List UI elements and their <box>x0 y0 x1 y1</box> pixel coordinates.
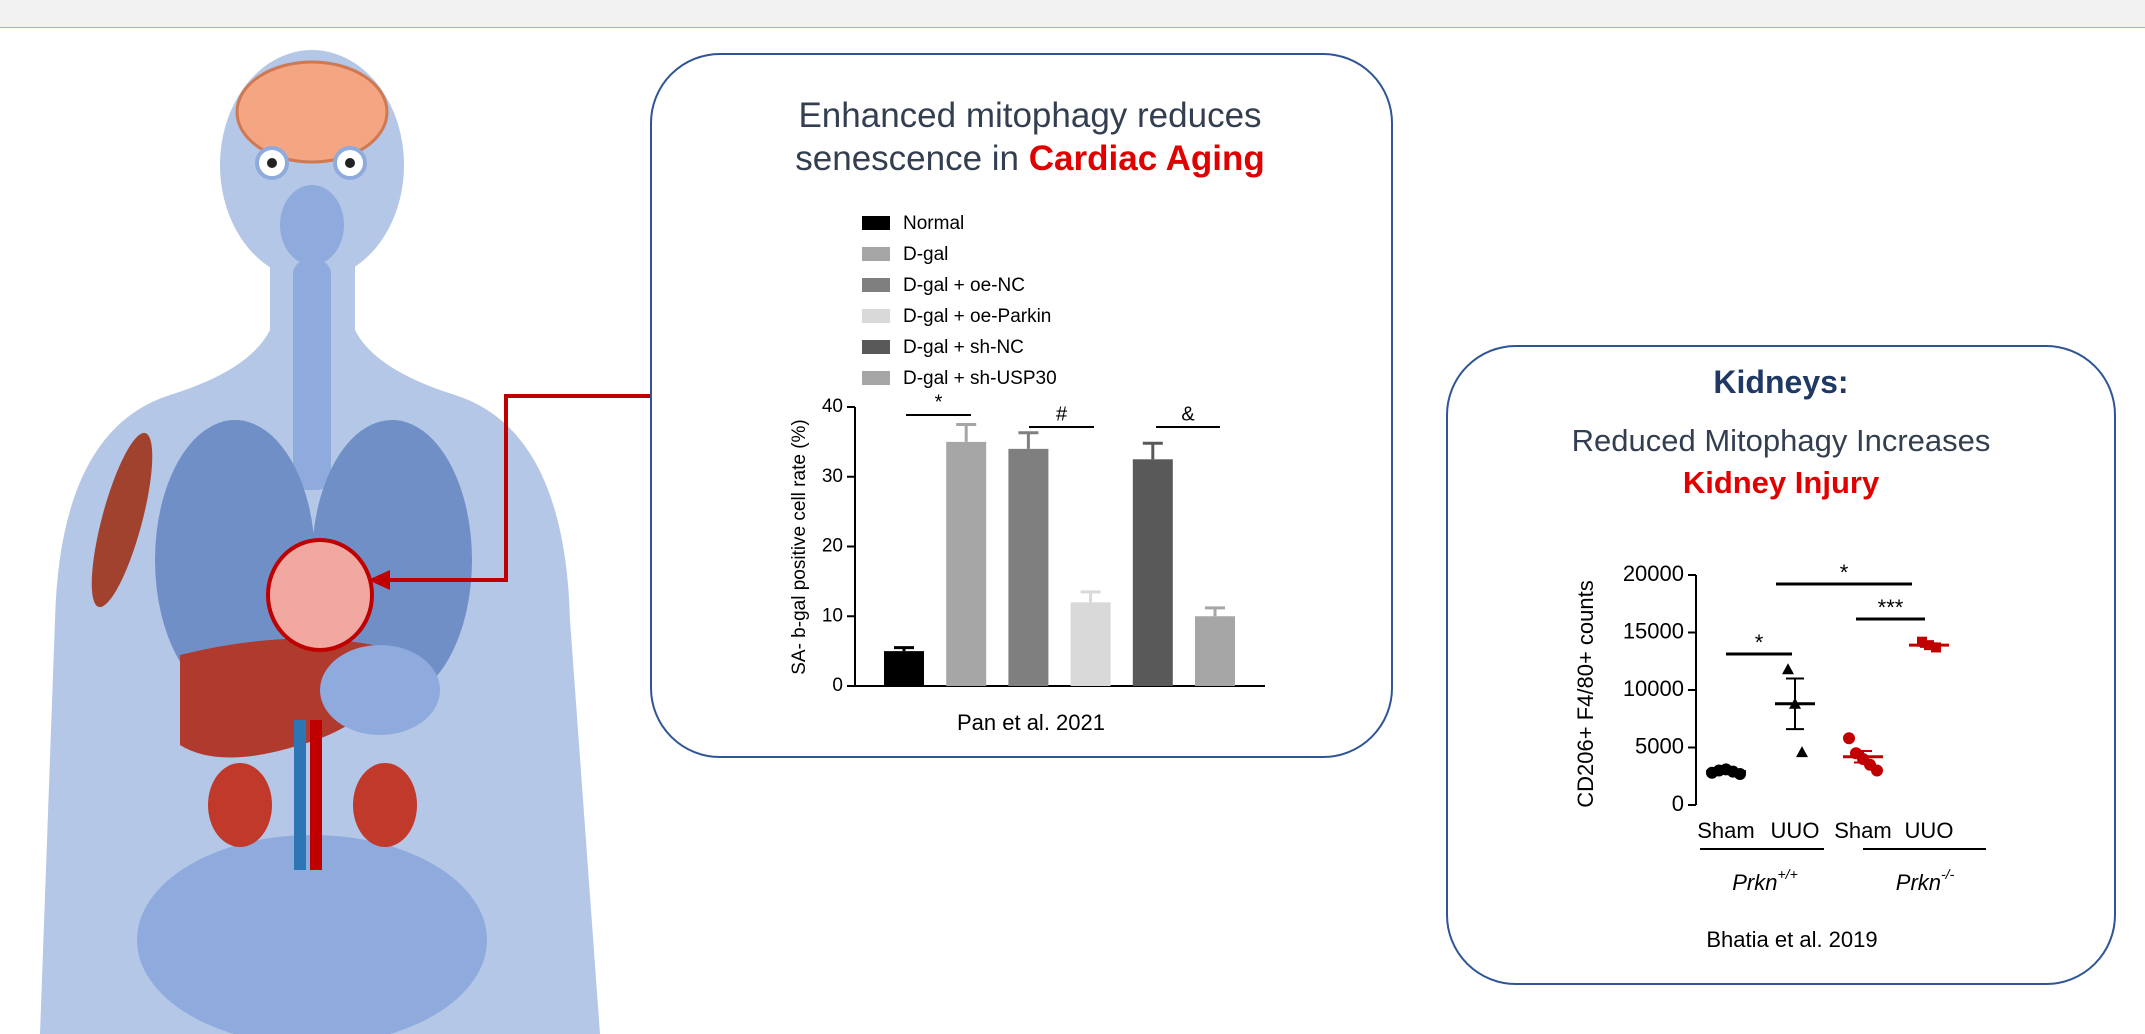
significance-label: # <box>1056 403 1068 425</box>
y-tick-label: 20 <box>822 536 843 557</box>
error-bar <box>1142 441 1163 460</box>
y-axis-label: SA- b-gal positive cell rate (%) <box>789 419 810 675</box>
group-label: Prkn+/+ <box>1732 866 1798 895</box>
legend-swatch <box>862 247 890 261</box>
error-bar <box>1080 590 1101 603</box>
significance-label: *** <box>1878 595 1904 620</box>
group-name: Prkn <box>1732 870 1777 895</box>
group-superscript: +/+ <box>1778 866 1798 882</box>
bar <box>1070 602 1111 686</box>
y-tick-label: 0 <box>832 675 843 696</box>
y-tick-label: 5000 <box>1635 733 1684 758</box>
caption: Bhatia et al. 2019 <box>1706 927 1877 952</box>
legend-swatch <box>862 340 890 354</box>
arm-muscle <box>91 432 153 608</box>
title-emphasis: Cardiac Aging <box>1028 139 1265 178</box>
significance-label: & <box>1181 403 1195 425</box>
group-name: Prkn <box>1896 870 1941 895</box>
x-tick-label: Sham <box>1834 818 1891 843</box>
bar <box>1195 616 1235 686</box>
pupil <box>267 158 277 168</box>
brain <box>235 60 389 164</box>
point <box>1796 746 1808 758</box>
caption: Pan et al. 2021 <box>957 710 1105 735</box>
top-bar <box>0 0 2145 28</box>
pupil <box>345 158 355 168</box>
y-tick-label: 10 <box>822 605 843 626</box>
nasal <box>280 185 344 265</box>
legend-swatch <box>862 309 890 323</box>
stomach <box>320 645 440 735</box>
aorta <box>310 720 322 870</box>
error-bar <box>1920 642 1938 648</box>
group-label: Prkn-/- <box>1896 866 1955 895</box>
subtitle-text: Reduced Mitophagy Increases <box>1571 423 1991 458</box>
subtitle-emphasis: Kidney Injury <box>1682 465 1880 500</box>
kidney-panel <box>1446 345 2116 985</box>
y-tick-label: 15000 <box>1623 618 1684 643</box>
x-tick-label: UUO <box>1771 818 1820 843</box>
error-bar <box>956 422 977 442</box>
significance-label: * <box>1755 630 1764 655</box>
bar <box>1008 448 1049 686</box>
group-superscript: -/- <box>1941 866 1955 882</box>
legend-label: D-gal + oe-Parkin <box>903 306 1051 327</box>
bar <box>1132 459 1173 686</box>
error-bar <box>1786 677 1804 731</box>
y-tick-label: 40 <box>822 396 843 417</box>
title-text: Enhanced mitophagy reduces senescence in <box>795 96 1262 178</box>
kidney <box>208 763 272 847</box>
significance-label: * <box>935 391 943 413</box>
legend-label: D-gal + sh-USP30 <box>903 368 1057 389</box>
kidney-title: Kidneys: <box>1713 364 1849 400</box>
vena-cava <box>294 720 306 870</box>
y-axis-label: CD206+ F4/80+ counts <box>1573 580 1598 807</box>
point <box>1782 663 1794 675</box>
arrow-head <box>368 570 390 590</box>
error-bar <box>1854 749 1872 764</box>
error-bar <box>894 646 914 652</box>
error-bar <box>1717 768 1735 775</box>
legend-label: D-gal + sh-NC <box>903 337 1024 358</box>
significance-label: * <box>1840 560 1849 585</box>
point <box>1917 636 1927 647</box>
body-illustration <box>40 50 600 1034</box>
error-bar <box>1018 431 1039 449</box>
lung <box>155 420 315 700</box>
intestines <box>137 835 487 1034</box>
bar <box>946 441 987 686</box>
y-tick-label: 0 <box>1672 791 1684 816</box>
y-tick-label: 30 <box>822 466 843 487</box>
x-tick-label: UUO <box>1905 818 1954 843</box>
point <box>1871 764 1883 777</box>
y-tick-label: 20000 <box>1623 561 1684 586</box>
error-bar <box>1205 606 1225 617</box>
legend-swatch <box>862 371 890 385</box>
point <box>1734 767 1746 780</box>
bar <box>884 651 924 686</box>
legend-swatch <box>862 278 890 292</box>
y-tick-label: 10000 <box>1623 676 1684 701</box>
kidney <box>353 763 417 847</box>
legend-swatch <box>862 216 890 230</box>
x-tick-label: Sham <box>1697 818 1754 843</box>
point <box>1843 732 1855 745</box>
legend-label: D-gal <box>903 244 948 265</box>
legend-label: Normal <box>903 213 964 234</box>
heart <box>266 538 374 652</box>
trachea <box>293 260 331 490</box>
kidney-subtitle: Reduced Mitophagy Increases Kidney Injur… <box>1446 420 2116 504</box>
cardiac-title: Enhanced mitophagy reduces senescence in… <box>770 94 1290 180</box>
connector <box>380 394 650 582</box>
legend-label: D-gal + oe-NC <box>903 275 1025 296</box>
